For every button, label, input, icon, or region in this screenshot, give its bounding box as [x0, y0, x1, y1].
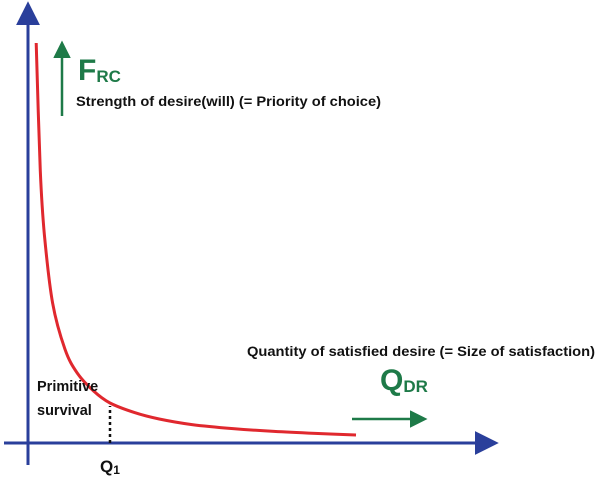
x-symbol-main: Q — [380, 364, 403, 397]
x-axis-label: Quantity of satisfied desire (= Size of … — [247, 344, 595, 359]
series-line-0 — [34, 42, 357, 437]
x-tick-label-q1: Q1 — [100, 457, 120, 477]
y-axis-label: Strength of desire(will) (= Priority of … — [76, 94, 381, 109]
y-axis-symbol: FRC — [78, 54, 121, 87]
y-symbol-main: F — [78, 54, 96, 87]
q1-main: Q — [100, 457, 113, 476]
q1-sub: 1 — [113, 463, 120, 477]
marker-note-line1: Primitive — [37, 379, 98, 395]
y-symbol-sub: RC — [96, 67, 121, 86]
x-axis-symbol: QDR — [380, 364, 428, 397]
marker-note-line2: survival — [37, 403, 92, 419]
x-symbol-sub: DR — [403, 377, 428, 396]
